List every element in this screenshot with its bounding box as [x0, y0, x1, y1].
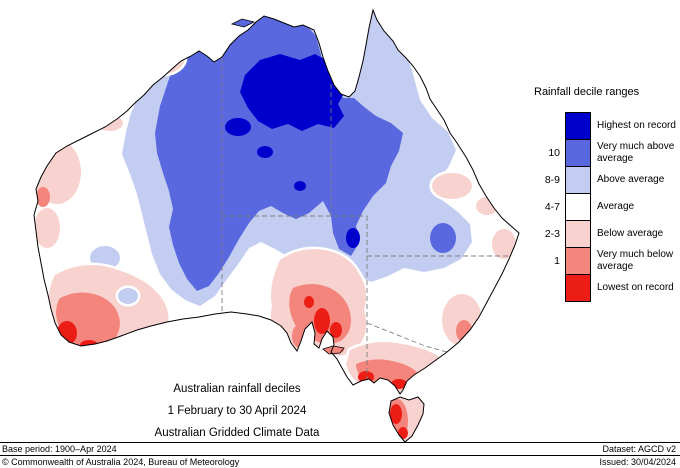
region-very-much-below-westcoast	[36, 187, 50, 207]
legend-range: 4-7	[544, 201, 560, 213]
legend-item-below: 2-3 Below average	[534, 220, 677, 248]
legend-label: Highest on record	[597, 120, 676, 132]
legend-title: Rainfall decile ranges	[534, 86, 640, 98]
map-period: 1 February to 30 April 2024	[167, 405, 307, 417]
region-above-average-sw-spot	[115, 285, 141, 307]
legend-item-above: 8-9 Above average	[534, 166, 677, 194]
legend-range: 8-9	[544, 174, 560, 186]
map-dataset-name: Australian Gridded Climate Data	[154, 427, 320, 439]
legend-label: Below average	[597, 228, 664, 240]
footer-row-copyright: © Commonwealth of Australia 2024, Bureau…	[0, 455, 680, 468]
region-highest-on-record-spot2	[294, 181, 306, 191]
legend-range: 2-3	[544, 228, 560, 240]
region-highest-on-record-tanami	[225, 118, 251, 136]
region-below-average-westcoast-s	[34, 205, 63, 251]
legend-rows: Highest on record 10 Very much above ave…	[534, 112, 677, 302]
legend-swatch-very-much-below	[565, 247, 591, 275]
legend-swatch-very-much-above	[565, 139, 591, 167]
legend-swatch-below	[565, 220, 591, 248]
legend-range: 1	[554, 255, 560, 267]
footer-row-meta: Base period: 1900–Apr 2024 Dataset: AGCD…	[0, 442, 680, 455]
region-below-average-kimberley	[138, 37, 188, 77]
legend-item-lowest: Lowest on record	[534, 274, 677, 302]
region-below-average-qld-coast2	[473, 194, 501, 218]
legend-swatch-lowest	[565, 274, 591, 302]
legend-item-average: 4-7 Average	[534, 193, 677, 221]
region-below-average-qld-coast1	[429, 170, 475, 202]
region-very-much-above-main	[155, 10, 403, 291]
legend-item-very-much-below: 1 Very much below average	[534, 247, 677, 275]
legend-item-very-much-above: 10 Very much above average	[534, 139, 677, 167]
map-title: Australian rainfall deciles	[173, 383, 301, 395]
legend-swatch-average	[565, 193, 591, 221]
base-period-label: Base period: 1900–Apr 2024	[2, 444, 117, 454]
state-borders	[221, 58, 510, 380]
region-highest-on-record-nt	[240, 54, 346, 131]
region-lowest-wtas1	[390, 404, 402, 424]
legend-item-highest: Highest on record	[534, 112, 677, 140]
footer: Base period: 1900–Apr 2024 Dataset: AGCD…	[0, 442, 680, 468]
legend: Rainfall decile ranges Highest on record…	[534, 86, 677, 302]
legend-swatch-highest	[565, 112, 591, 140]
australia-mainland-coastline	[33, 8, 520, 395]
region-lowest-spencer	[304, 296, 314, 308]
dataset-label: Dataset: AGCD v2	[602, 444, 676, 454]
tasmania-coastline	[388, 396, 425, 443]
legend-range: 10	[548, 147, 560, 159]
region-highest-on-record-saqld	[346, 228, 360, 248]
issued-label: Issued: 30/04/2024	[599, 457, 676, 467]
legend-swatch-above	[565, 166, 591, 194]
map-title-block: Australian rainfall deciles 1 February t…	[103, 383, 371, 449]
kangaroo-island-coastline	[322, 345, 345, 355]
region-lowest-yorke	[314, 308, 330, 334]
legend-label: Very much above average	[597, 141, 675, 164]
region-lowest-adelaide	[330, 322, 342, 338]
region-very-much-above-sqld	[430, 223, 456, 253]
copyright-label: © Commonwealth of Australia 2024, Bureau…	[2, 457, 240, 467]
legend-label: Average	[597, 201, 635, 213]
region-below-average-nnsw-coast	[489, 226, 519, 262]
legend-label: Very much below average	[597, 249, 674, 272]
legend-label: Lowest on record	[597, 282, 674, 294]
melville-island-coastline	[230, 18, 256, 28]
region-highest-on-record-spot1	[257, 146, 273, 158]
region-lowest-wtas2	[398, 427, 408, 439]
legend-label: Above average	[597, 174, 665, 186]
